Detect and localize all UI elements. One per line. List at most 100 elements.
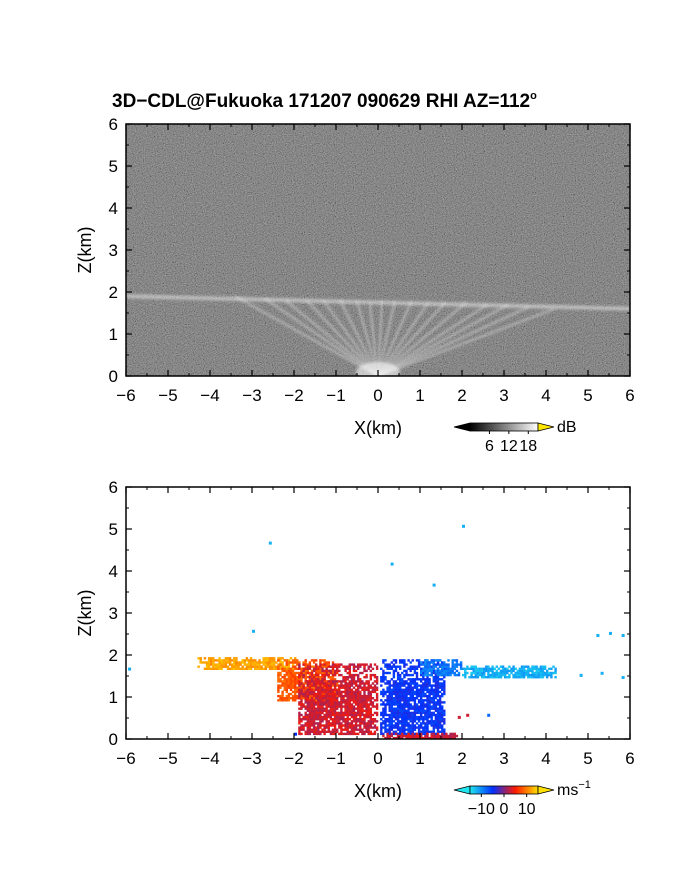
velocity-pixel: [340, 728, 343, 731]
velocity-pixel: [424, 688, 427, 691]
velocity-pixel: [394, 682, 398, 685]
velocity-pixel: [445, 732, 448, 736]
velocity-pixel: [346, 697, 349, 700]
velocity-pixel: [363, 676, 366, 679]
velocity-pixel: [441, 705, 444, 708]
velocity-pixel: [403, 724, 406, 727]
velocity-pixel: [312, 686, 316, 689]
colorbar-tick-label: 10: [518, 801, 536, 818]
velocity-pixel: [291, 682, 295, 685]
velocity-pixel: [279, 673, 282, 677]
velocity-pixel: [506, 669, 509, 673]
velocity-pixel: [331, 697, 335, 700]
velocity-pixel: [436, 701, 440, 704]
velocity-pixel: [312, 682, 316, 685]
velocity-pixel: [245, 667, 249, 670]
velocity-pixel: [409, 673, 412, 677]
velocity-pixel: [350, 730, 354, 733]
velocity-pixel: [432, 728, 435, 731]
y-tick-label: 6: [109, 115, 118, 134]
velocity-pixel: [315, 673, 318, 677]
velocity-pixel: [329, 697, 333, 700]
velocity-pixel: [317, 671, 320, 675]
velocity-pixel: [409, 728, 412, 731]
velocity-pixel: [291, 680, 295, 683]
velocity-pixel: [350, 682, 354, 685]
velocity-pixel: [394, 713, 398, 717]
velocity-pixel: [279, 678, 282, 681]
velocity-pixel: [428, 692, 431, 696]
velocity-pixel: [443, 732, 446, 736]
velocity-pixel: [317, 722, 320, 725]
velocity-pixel: [483, 671, 486, 675]
velocity-pixel: [283, 684, 286, 687]
velocity-pixel: [352, 673, 356, 677]
velocity-pixel: [417, 701, 421, 704]
velocity-pixel: [401, 713, 404, 717]
velocity-pixel: [350, 684, 354, 687]
velocity-pixel: [426, 667, 429, 670]
velocity-pixel: [304, 682, 307, 685]
velocity-pixel: [342, 713, 345, 717]
velocity-pixel: [518, 671, 522, 675]
velocity-pixel: [333, 692, 337, 696]
velocity-pixel: [203, 661, 207, 664]
velocity-pixel: [399, 701, 402, 704]
velocity-pixel: [323, 707, 326, 710]
velocity-pixel: [388, 667, 391, 670]
velocity-pixel: [308, 703, 312, 706]
velocity-pixel: [417, 684, 421, 687]
velocity-pixel: [329, 684, 333, 687]
velocity-pixel: [329, 711, 333, 715]
velocity-pixel: [422, 726, 425, 729]
velocity-pixel: [443, 669, 446, 673]
velocity-pixel: [354, 697, 358, 700]
velocity-pixel: [382, 688, 385, 691]
velocity-pixel: [285, 661, 288, 664]
velocity-pixel: [289, 684, 293, 687]
velocity-pixel: [424, 694, 427, 698]
velocity-pixel: [327, 671, 330, 675]
velocity-pixel: [399, 728, 402, 731]
echo-layer: [126, 294, 630, 311]
velocity-scatter-point: [609, 631, 612, 635]
velocity-pixel: [380, 690, 383, 694]
velocity-pixel: [348, 676, 351, 679]
velocity-pixel: [434, 707, 438, 710]
velocity-pixel: [533, 665, 536, 668]
velocity-pixel: [403, 730, 406, 733]
velocity-pixel: [449, 671, 452, 675]
velocity-pixel: [336, 671, 339, 675]
velocity-pixel: [336, 728, 339, 731]
velocity-pixel: [373, 699, 377, 702]
velocity-pixel: [214, 667, 217, 670]
velocity-pixel: [371, 688, 375, 691]
velocity-pixel: [359, 682, 362, 685]
velocity-pixel: [390, 722, 393, 725]
velocity-pixel: [298, 663, 301, 666]
velocity-pixel: [415, 709, 419, 712]
velocity-pixel: [329, 707, 333, 710]
velocity-pixel: [443, 673, 446, 677]
velocity-pixel: [472, 669, 475, 673]
velocity-pixel: [312, 707, 316, 710]
velocity-pixel: [331, 680, 335, 683]
velocity-pixel: [457, 673, 461, 677]
velocity-pixel: [382, 676, 385, 679]
velocity-pixel: [329, 678, 333, 681]
velocity-pixel: [384, 726, 387, 729]
velocity-pixel: [388, 663, 391, 666]
velocity-pixel: [352, 699, 356, 702]
velocity-pixel: [396, 701, 400, 704]
velocity-pixel: [312, 690, 316, 694]
velocity-pixel: [417, 709, 421, 712]
velocity-pixel: [422, 732, 425, 736]
velocity-pixel: [527, 667, 530, 670]
velocity-pixel: [310, 659, 314, 662]
velocity-pixel: [367, 722, 370, 725]
velocity-pixel: [294, 684, 297, 687]
velocity-pixel: [432, 680, 435, 683]
velocity-pixel: [409, 705, 412, 708]
velocity-pixel: [531, 665, 534, 668]
velocity-pixel: [451, 665, 454, 668]
